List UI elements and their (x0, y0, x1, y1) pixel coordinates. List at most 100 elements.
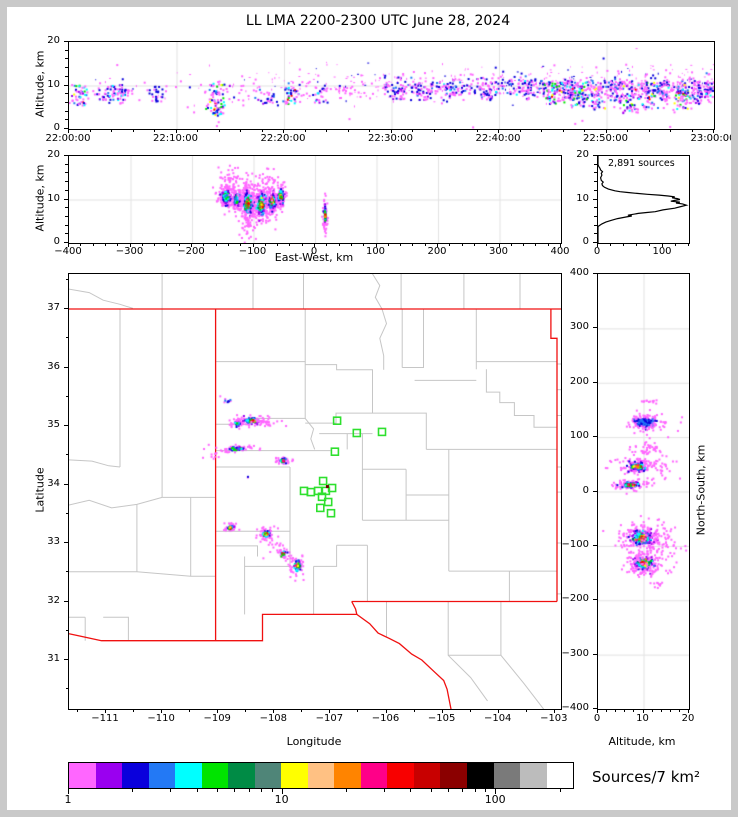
ew-height-panel (68, 155, 562, 244)
tick-label: −107 (315, 713, 344, 724)
axis-tick (132, 129, 134, 132)
axis-tick (326, 129, 327, 132)
axis-tick (283, 129, 284, 133)
tick-label: 35 (47, 419, 60, 430)
tick-label: 200 (427, 246, 447, 257)
colorbar-segment-1 (69, 763, 96, 788)
axis-tick (648, 129, 650, 132)
tick-label: 300 (488, 246, 509, 257)
tick-label: 22:00:00 (45, 133, 91, 144)
axis-tick (64, 308, 68, 309)
tick-label: 400 (550, 246, 570, 257)
figure-title: LL LMA 2200-2300 UTC June 28, 2024 (245, 13, 511, 29)
tick-label: −103 (540, 713, 568, 724)
tick-label: −200 (561, 593, 589, 605)
axis-tick (594, 172, 597, 174)
axis-tick (227, 243, 229, 246)
colorbar (68, 762, 574, 789)
axis-tick (495, 789, 497, 794)
axis-tick (497, 709, 499, 713)
axis-tick (559, 789, 561, 792)
axis-tick (65, 629, 68, 631)
axis-tick (584, 129, 585, 132)
axis-tick (64, 483, 68, 485)
axis-tick (65, 67, 68, 69)
colorbar-segment-13 (387, 763, 414, 788)
axis-tick (105, 709, 106, 713)
axis-tick (412, 243, 414, 246)
tick-label: 0 (53, 122, 60, 133)
axis-tick (252, 243, 254, 247)
tick-label: 33 (47, 536, 60, 547)
axis-tick (455, 129, 456, 132)
axis-tick (541, 129, 542, 132)
axis-tick (649, 243, 650, 246)
axis-tick (261, 129, 263, 132)
ew-height-scatter (69, 156, 561, 243)
axis-tick (64, 242, 68, 243)
tick-label: −200 (177, 246, 205, 257)
tick-label: 22:40:00 (475, 133, 521, 144)
colorbar-segment-5 (175, 763, 202, 788)
axis-tick (474, 789, 476, 792)
axis-tick (65, 172, 68, 174)
colorbar-segment-19 (546, 763, 574, 788)
axis-tick (240, 129, 241, 132)
axis-tick (678, 709, 680, 712)
tick-label: 23:00:00 (690, 133, 736, 144)
time-height-scatter (69, 42, 714, 129)
tick-label: 10 (274, 793, 289, 806)
axis-tick (523, 243, 525, 246)
tick-label: 0 (582, 484, 589, 496)
axis-tick (111, 129, 112, 132)
axis-tick (485, 789, 487, 792)
axis-tick (64, 542, 68, 543)
axis-tick (65, 571, 68, 573)
axis-tick (277, 243, 279, 246)
tick-label: 100 (652, 246, 672, 257)
tick-label: −100 (561, 538, 589, 550)
axis-tick (627, 129, 628, 132)
tick-label: 400 (569, 267, 589, 278)
axis-tick (64, 155, 68, 156)
axis-tick (594, 224, 597, 226)
axis-tick (281, 789, 283, 794)
axis-tick (369, 129, 370, 132)
axis-tick (651, 709, 653, 712)
axis-tick (65, 93, 68, 95)
axis-tick (383, 789, 385, 792)
axis-tick (593, 490, 597, 492)
axis-tick (64, 425, 68, 426)
axis-tick (560, 243, 561, 247)
tick-label: −110 (147, 713, 175, 724)
tick-label: 100 (365, 246, 386, 257)
axis-tick (217, 789, 219, 792)
colorbar-segment-11 (334, 763, 361, 788)
axis-tick (636, 243, 637, 246)
axis-tick (449, 243, 451, 246)
histogram-polyline (598, 156, 689, 243)
axis-tick (473, 243, 475, 246)
tick-label: −100 (238, 246, 267, 257)
axis-tick (240, 243, 242, 246)
axis-tick (547, 243, 549, 246)
axis-tick (65, 512, 68, 514)
tick-label: 20 (681, 713, 695, 724)
axis-tick (271, 789, 273, 792)
tick-label: 20 (47, 149, 60, 160)
axis-tick (594, 233, 597, 235)
axis-tick (410, 789, 412, 792)
axis-tick (196, 789, 198, 792)
axis-tick (486, 243, 488, 246)
axis-tick (289, 243, 291, 246)
axis-tick (669, 709, 671, 712)
axis-tick (593, 708, 597, 709)
axis-tick (688, 709, 689, 713)
axis-tick (65, 49, 68, 51)
axis-tick (117, 243, 119, 246)
colorbar-segment-6 (201, 763, 229, 788)
tick-label: −300 (561, 647, 589, 659)
axis-tick (400, 243, 402, 246)
axis-tick (175, 129, 177, 133)
colorbar-segment-4 (148, 763, 176, 788)
